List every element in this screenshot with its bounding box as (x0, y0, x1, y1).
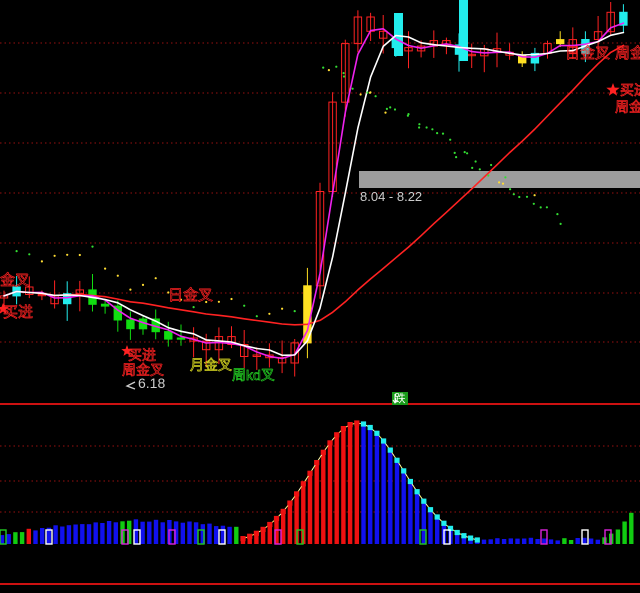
svg-text:6.18: 6.18 (138, 375, 165, 391)
svg-text:月金叉: 月金叉 (190, 357, 232, 373)
svg-text:周金叉: 周金叉 (615, 45, 640, 62)
svg-text:日金叉: 日金叉 (168, 287, 213, 304)
svg-text:买进: 买进 (3, 304, 33, 321)
svg-text:周金叉: 周金叉 (0, 272, 30, 289)
svg-text:买进: 买进 (128, 347, 156, 363)
svg-text:周金叉: 周金叉 (615, 99, 640, 115)
svg-text:8.04 - 8.22: 8.04 - 8.22 (360, 189, 422, 204)
svg-text:日金叉: 日金叉 (565, 45, 610, 62)
svg-text:周kd叉: 周kd叉 (232, 367, 275, 383)
svg-text:跌: 跌 (395, 391, 406, 405)
svg-text:买进: 买进 (620, 82, 640, 98)
